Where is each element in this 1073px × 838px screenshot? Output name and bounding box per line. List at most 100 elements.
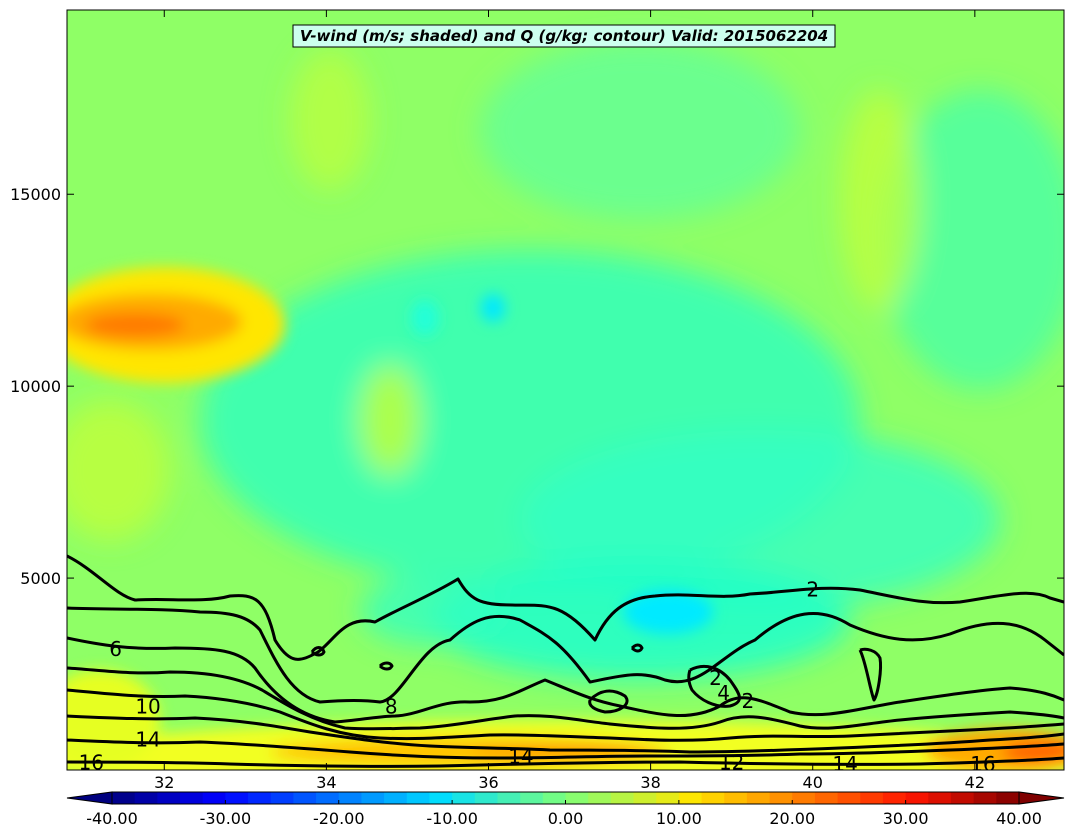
colorbar-segments — [112, 792, 1020, 804]
colorbar: -40.00 -30.00 -20.00 -10.00 0.00 10.00 20.00 30… — [66, 791, 1065, 828]
plot-title-box: V-wind (m/s; shaded) and Q (g/kg; contou… — [292, 24, 836, 48]
field-blobs-soft — [67, 40, 1064, 680]
colorbar-segment — [905, 792, 929, 804]
x-tick-label: 42 — [965, 773, 985, 792]
colorbar-segment — [950, 792, 975, 804]
negative-core — [623, 590, 713, 634]
colorbar-ticks: -40.00 -30.00 -20.00 -10.00 0.00 10.00 20.00 30… — [86, 800, 1042, 828]
field-blob — [880, 90, 1064, 390]
colorbar-tick-label: -10.00 — [426, 809, 478, 828]
colorbar-segment — [610, 792, 635, 804]
heatmap-field — [67, 10, 1064, 770]
colorbar-low-extend — [66, 791, 113, 805]
colorbar-tick-label: 10.00 — [656, 809, 702, 828]
colorbar-segment — [588, 792, 612, 804]
contour-label: 8 — [385, 695, 398, 719]
colorbar-segment — [338, 792, 362, 804]
y-axis: 5000 10000 15000 — [10, 185, 1064, 588]
contour-line — [67, 738, 1064, 760]
title-box — [292, 24, 836, 48]
colorbar-tick-label: 30.00 — [883, 809, 929, 828]
colorbar-segment — [474, 792, 498, 804]
colorbar-segment — [112, 792, 136, 804]
y-tick-label: 10000 — [10, 377, 61, 396]
colorbar-segment — [248, 792, 272, 804]
colorbar-segment — [678, 792, 703, 804]
contour-label: 14 — [508, 745, 533, 769]
colorbar-tick-label: 0.00 — [548, 809, 584, 828]
colorbar-segment — [270, 792, 294, 804]
colorbar-segment — [633, 792, 657, 804]
colorbar-segment — [656, 792, 680, 804]
contour-line — [310, 646, 326, 657]
contour-line — [858, 647, 882, 702]
colorbar-segment — [406, 792, 430, 804]
colorbar-segment — [860, 792, 884, 804]
contour-line — [67, 714, 1064, 754]
colorbar-segment — [996, 792, 1020, 804]
contour-label: 2 — [742, 689, 755, 713]
contour-line — [630, 643, 644, 653]
colorbar-high-extend — [1018, 791, 1065, 805]
field-blob — [67, 400, 170, 540]
field-blob — [840, 90, 920, 310]
humidity-contours — [67, 554, 1064, 768]
plot-frame — [66, 9, 1065, 771]
contour-label: 4 — [717, 681, 730, 705]
colorbar-segment — [792, 792, 816, 804]
chart-title: V-wind (m/s; shaded) and Q (g/kg; contou… — [300, 27, 828, 45]
y-tick-label: 15000 — [10, 185, 61, 204]
contour-label: 2 — [709, 666, 722, 690]
colorbar-segment — [928, 792, 952, 804]
contour-line — [67, 666, 1064, 731]
colorbar-segment — [157, 792, 181, 804]
contour-line — [588, 689, 629, 714]
colorbar-segment — [882, 792, 907, 804]
colorbar-segment — [429, 792, 453, 804]
contour-label: 10 — [135, 695, 160, 719]
colorbar-segment — [769, 792, 793, 804]
colorbar-segment — [565, 792, 589, 804]
negative-core — [411, 300, 439, 336]
x-tick-label: 40 — [803, 773, 823, 792]
field-blob — [290, 50, 370, 190]
contour-line — [67, 636, 1064, 724]
contour-label: 12 — [719, 750, 744, 774]
colorbar-tick-label: 20.00 — [769, 809, 815, 828]
colorbar-segment — [225, 792, 249, 804]
x-tick-label: 34 — [316, 773, 336, 792]
colorbar-tick-label: -20.00 — [313, 809, 365, 828]
colorbar-segment — [701, 792, 725, 804]
contour-line — [67, 688, 1064, 742]
colorbar-segment — [542, 792, 566, 804]
contour-label: 2 — [806, 578, 819, 602]
colorbar-segment — [202, 792, 226, 804]
contour-label: 6 — [109, 637, 122, 661]
upper-jet-core — [85, 313, 185, 337]
contour-line — [687, 664, 741, 708]
contour-label: 14 — [135, 727, 160, 751]
colorbar-tick-label: 40.00 — [996, 809, 1042, 828]
field-blob — [480, 40, 800, 220]
contour-line — [378, 661, 394, 671]
colorbar-segment — [746, 792, 771, 804]
colorbar-segment — [814, 792, 839, 804]
field-blob — [360, 365, 420, 475]
contour-label: 14 — [832, 752, 857, 776]
field-blob — [360, 575, 500, 645]
colorbar-segment — [134, 792, 158, 804]
colorbar-segment — [384, 792, 408, 804]
y-tick-label: 5000 — [20, 569, 61, 588]
colorbar-segment — [497, 792, 521, 804]
colorbar-tick-label: -40.00 — [86, 809, 138, 828]
colorbar-tick-label: -30.00 — [200, 809, 252, 828]
x-axis: 32 34 36 38 40 42 — [154, 10, 985, 792]
negative-core — [481, 294, 505, 322]
colorbar-segment — [837, 792, 861, 804]
colorbar-segment — [293, 792, 317, 804]
colorbar-segment — [180, 792, 204, 804]
x-tick-label: 36 — [478, 773, 498, 792]
